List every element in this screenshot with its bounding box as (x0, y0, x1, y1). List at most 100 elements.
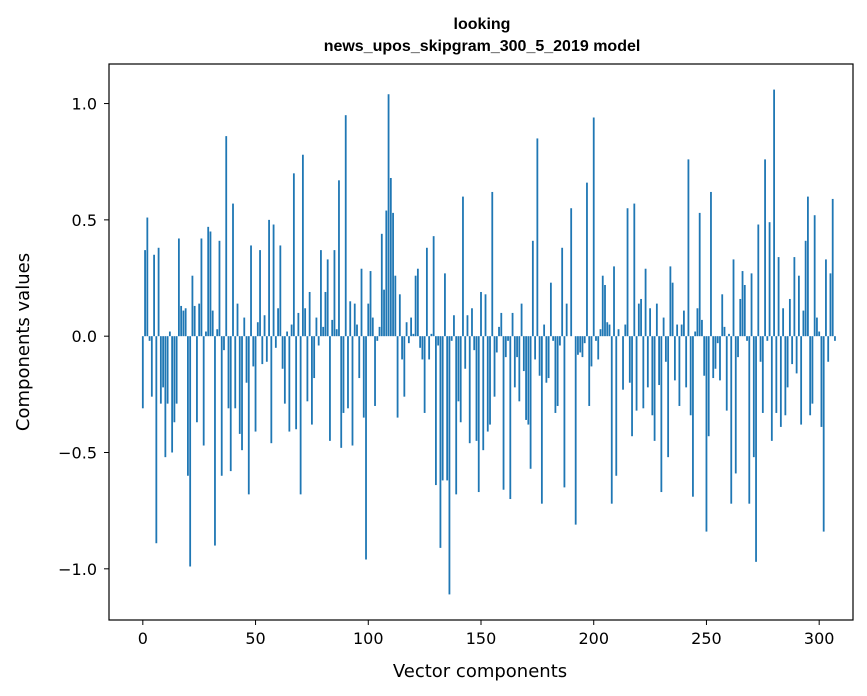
bar-87 (338, 180, 340, 337)
y-tick-label: 1.0 (72, 95, 97, 114)
bar-4 (150, 336, 153, 397)
bar-81 (324, 291, 327, 337)
bar-52 (259, 250, 261, 337)
bar-57 (270, 336, 273, 444)
bar-156 (493, 336, 496, 397)
bar-260 (728, 333, 730, 337)
bar-121 (414, 275, 417, 337)
bar-305 (829, 273, 832, 337)
bar-281 (775, 336, 778, 413)
x-tick-label: 300 (804, 629, 835, 648)
bar-124 (421, 336, 424, 360)
bar-206 (606, 322, 609, 337)
bar-98 (362, 336, 365, 418)
y-axis: −1.0 −0.5 0.0 0.5 1.0 (58, 95, 109, 579)
bar-35 (220, 336, 223, 476)
bar-161 (504, 336, 507, 358)
bar-72 (304, 308, 307, 337)
bar-79 (320, 250, 322, 337)
bar-274 (759, 336, 762, 362)
bar-44 (241, 336, 243, 451)
bar-215 (626, 208, 629, 337)
bar-162 (507, 336, 509, 341)
bar-147 (473, 336, 476, 351)
bar-83 (329, 336, 331, 441)
bar-271 (752, 336, 755, 458)
bar-291 (797, 275, 800, 337)
bar-253 (712, 336, 715, 379)
bar-68 (295, 336, 298, 430)
bar-19 (184, 308, 187, 337)
bar-59 (274, 336, 277, 348)
bar-105 (378, 326, 381, 337)
bar-115 (401, 336, 403, 360)
bar-222 (642, 336, 645, 409)
bar-167 (518, 336, 521, 402)
bar-268 (746, 336, 748, 341)
bar-140 (457, 336, 460, 402)
bar-60 (277, 308, 279, 337)
bar-37 (225, 136, 228, 337)
bar-168 (520, 303, 523, 337)
bar-158 (498, 326, 500, 337)
bar-48 (250, 245, 252, 337)
bar-80 (322, 326, 325, 337)
x-axis: 0 50 100 150 200 250 300 (138, 620, 835, 648)
bar-75 (311, 336, 313, 425)
bar-94 (353, 303, 356, 337)
x-tick-label: 50 (245, 629, 265, 648)
bar-129 (432, 236, 435, 337)
bar-261 (730, 336, 733, 504)
bar-302 (822, 336, 825, 532)
bar-200 (592, 117, 595, 337)
y-tick-label: 0.0 (72, 327, 97, 346)
bar-86 (335, 329, 338, 337)
bar-233 (667, 336, 670, 458)
bar-144 (466, 315, 469, 337)
bar-138 (453, 315, 455, 337)
bar-182 (552, 336, 555, 341)
bar-152 (484, 294, 487, 337)
bar-40 (232, 203, 234, 337)
bar-17 (180, 305, 183, 337)
bar-287 (788, 298, 791, 337)
bar-100 (367, 303, 370, 337)
bar-102 (371, 317, 374, 337)
bar-210 (615, 336, 618, 476)
bar-163 (509, 336, 512, 500)
bar-137 (450, 336, 453, 341)
bar-193 (577, 336, 579, 355)
bar-7 (157, 247, 160, 337)
bar-266 (741, 271, 744, 337)
bar-306 (831, 198, 834, 337)
bar-23 (193, 305, 196, 337)
bar-28 (205, 331, 207, 337)
bar-26 (200, 238, 203, 337)
bar-43 (238, 336, 241, 434)
bar-293 (802, 310, 805, 337)
bar-246 (696, 308, 699, 337)
bar-299 (816, 317, 818, 337)
x-tick-label: 100 (353, 629, 384, 648)
bar-42 (236, 303, 239, 337)
bar-221 (640, 298, 642, 337)
bar-82 (326, 259, 329, 337)
bar-243 (689, 336, 692, 416)
bar-181 (549, 282, 552, 337)
bar-250 (705, 336, 708, 532)
bar-30 (209, 231, 212, 337)
bar-154 (489, 336, 491, 425)
bar-286 (786, 336, 789, 388)
bar-219 (635, 336, 638, 411)
bar-186 (561, 247, 564, 337)
bar-107 (383, 289, 385, 337)
bar-292 (800, 336, 803, 425)
bar-128 (430, 333, 433, 337)
bar-2 (146, 217, 149, 337)
bar-205 (604, 285, 606, 337)
x-tick-label: 250 (691, 629, 722, 648)
bar-20 (187, 336, 189, 476)
bar-294 (804, 240, 807, 337)
x-axis-label: Vector components (393, 661, 567, 682)
x-tick-label: 200 (578, 629, 609, 648)
